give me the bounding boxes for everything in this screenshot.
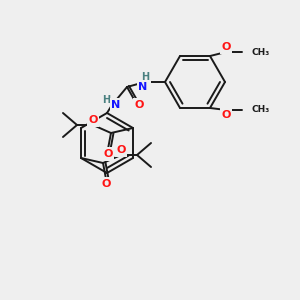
Text: CH₃: CH₃ bbox=[252, 47, 270, 56]
Text: O: O bbox=[221, 42, 231, 52]
Text: CH₃: CH₃ bbox=[252, 106, 270, 115]
Text: O: O bbox=[88, 115, 98, 125]
Text: N: N bbox=[138, 82, 148, 92]
Text: H: H bbox=[102, 95, 110, 105]
Text: O: O bbox=[221, 110, 231, 120]
Text: H: H bbox=[141, 72, 149, 82]
Text: O: O bbox=[101, 179, 111, 189]
Text: O: O bbox=[116, 145, 126, 155]
Text: N: N bbox=[111, 100, 121, 110]
Text: O: O bbox=[134, 100, 144, 110]
Text: O: O bbox=[103, 149, 113, 159]
